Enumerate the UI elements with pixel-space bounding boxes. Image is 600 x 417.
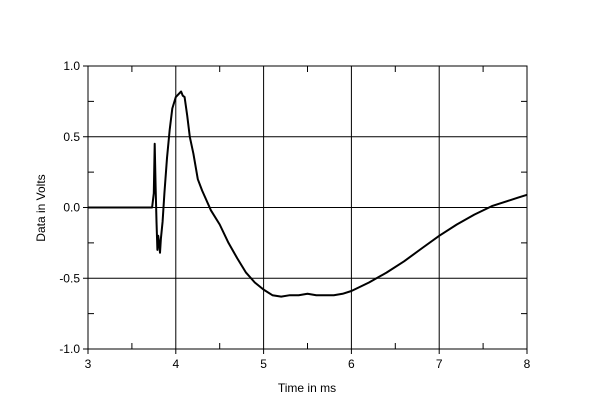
series-line (88, 90, 528, 298)
x-tick-label: 7 (436, 357, 443, 371)
y-tick-label: 1.0 (63, 59, 80, 73)
axis-ticks (83, 65, 528, 354)
x-tick-label: 3 (85, 357, 92, 371)
y-tick-label: 0.5 (63, 130, 80, 144)
y-tick-label: 0.0 (63, 201, 80, 215)
y-tick-labels: 1.0 0.5 0.0 -0.5 -1.0 (59, 59, 80, 356)
x-tick-label: 4 (172, 357, 179, 371)
x-tick-label: 5 (260, 357, 267, 371)
grid (88, 66, 527, 349)
y-tick-label: -1.0 (59, 342, 80, 356)
y-tick-label: -0.5 (59, 271, 80, 285)
x-tick-label: 6 (348, 357, 355, 371)
y-axis-title: Data in Volts (34, 174, 48, 241)
x-tick-label: 8 (524, 357, 531, 371)
x-tick-labels: 3 4 5 6 7 8 (85, 357, 531, 371)
x-axis-title: Time in ms (278, 381, 336, 395)
